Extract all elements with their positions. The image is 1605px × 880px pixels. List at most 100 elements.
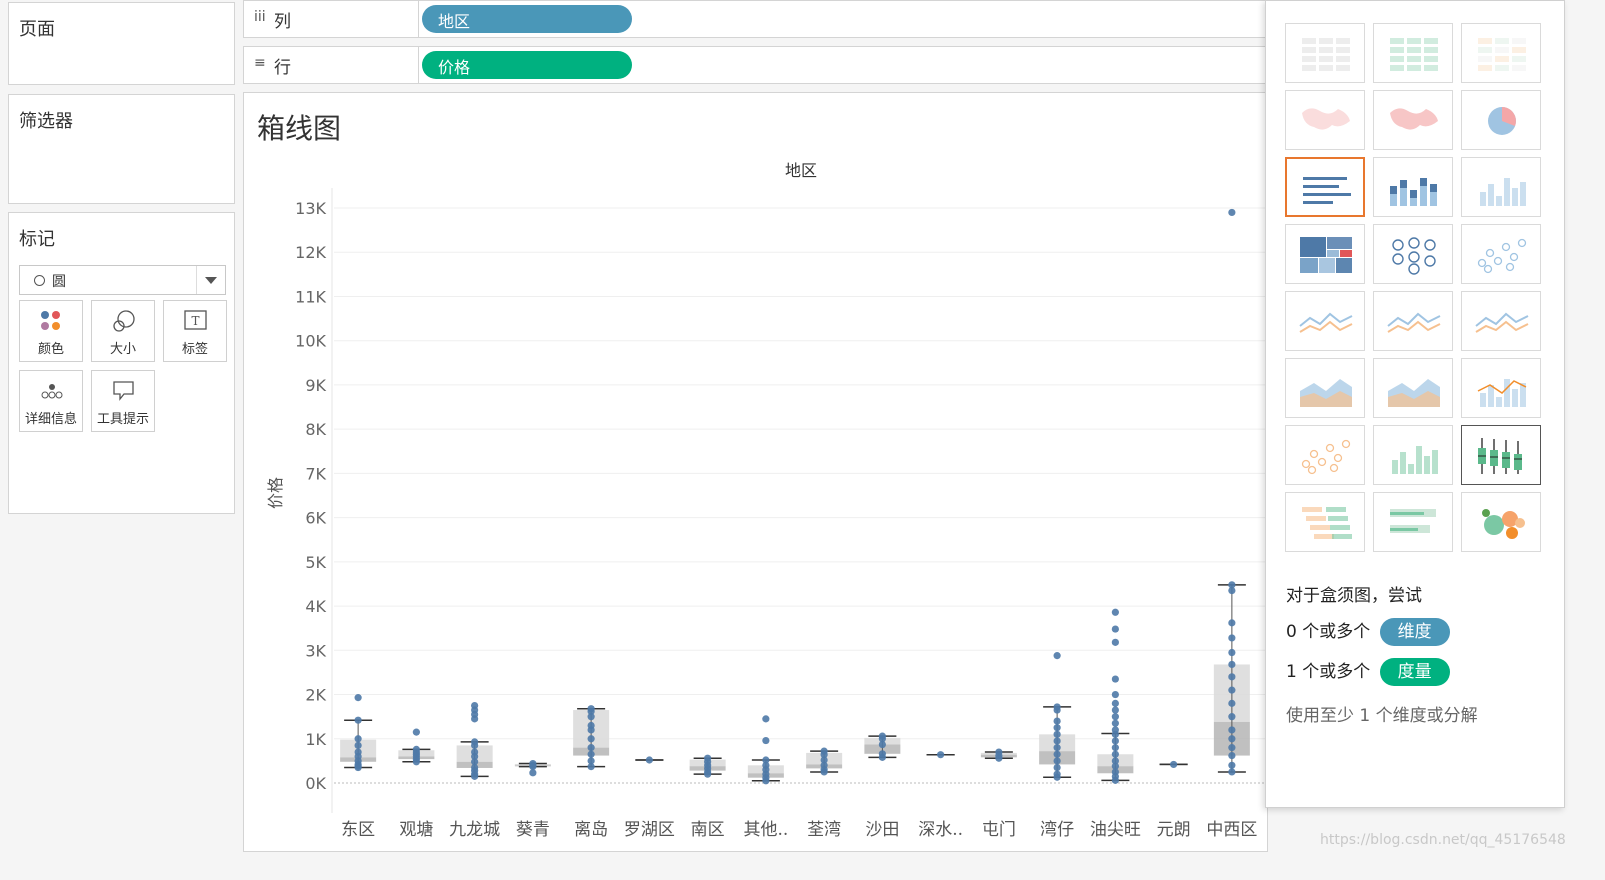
size-button[interactable]: 大小 [91, 300, 155, 362]
text-table-tile[interactable] [1285, 23, 1365, 83]
icon-part [1424, 456, 1430, 474]
packed-bubbles-tile[interactable] [1461, 492, 1541, 552]
tooltip-button[interactable]: 工具提示 [91, 370, 155, 432]
gantt-chart-tile[interactable] [1285, 492, 1365, 552]
rows-shelf[interactable]: ≡ 行 价格 [243, 46, 1268, 84]
data-point [587, 735, 595, 743]
bullet-graph-icon [1390, 509, 1436, 533]
side-by-side-circle-tile[interactable] [1461, 224, 1541, 284]
x-category-label: 罗湖区 [624, 820, 675, 840]
pie-chart-tile[interactable] [1461, 90, 1541, 150]
icon-part [1410, 190, 1417, 198]
line-continuous-tile[interactable] [1285, 291, 1365, 351]
icon-part [1336, 38, 1350, 44]
box-6 [689, 754, 726, 778]
icon-part [1520, 182, 1526, 206]
symbol-map-icon [1302, 108, 1350, 130]
circle-view-tile[interactable] [1373, 224, 1453, 284]
icon-part [1478, 65, 1492, 71]
icon-part [1504, 178, 1510, 206]
columns-shelf[interactable]: iii 列 地区 [243, 0, 1268, 38]
highlight-table-icon [1478, 38, 1526, 71]
data-point [762, 756, 770, 764]
heat-map-tile[interactable] [1373, 23, 1453, 83]
region-header: 地区 [785, 161, 817, 180]
icon-part [1319, 56, 1333, 62]
filters-card[interactable]: 筛选器 [8, 94, 235, 204]
icon-part [1488, 385, 1494, 407]
icon-part [1319, 258, 1335, 273]
histogram-tile[interactable] [1373, 425, 1453, 485]
side-by-side-bar-tile[interactable] [1461, 157, 1541, 217]
side-by-side-circle-icon [1477, 238, 1527, 274]
boxplot-chart[interactable]: 地区 价格 0K 1K 2K 3K 4K 5K 6K 7K 8K 9K 10K 11K 12K 13K 东… [244, 93, 1269, 853]
box-10 [926, 751, 955, 759]
icon-part [1416, 446, 1422, 474]
icon-part [1496, 196, 1502, 206]
box-whisker-tile[interactable] [1461, 425, 1541, 485]
icon-part [1400, 180, 1407, 206]
price-pill[interactable]: 价格 [422, 51, 632, 79]
data-point [645, 756, 653, 764]
bullet-graph-tile[interactable] [1373, 492, 1453, 552]
icon-part [1302, 65, 1316, 71]
label-button[interactable]: T 标签 [163, 300, 227, 362]
x-category-label: 元朗 [1157, 820, 1191, 840]
data-point [995, 754, 1003, 762]
box-0 [340, 694, 377, 772]
hint-dim-prefix: 0 个或多个 [1286, 622, 1371, 642]
data-point [354, 694, 362, 702]
icon-part [1424, 255, 1436, 267]
data-point [1053, 730, 1061, 738]
line-discrete-tile[interactable] [1373, 291, 1453, 351]
icon-part [1493, 256, 1503, 266]
data-point [1111, 690, 1119, 699]
icon-part [1502, 452, 1510, 468]
box-whisker-icon [1478, 438, 1522, 474]
filled-map-tile[interactable] [1373, 90, 1453, 150]
y-tick-label: 7K [305, 464, 326, 483]
marks-title: 标记 [19, 229, 55, 250]
rows-icon: ≡ [254, 55, 266, 71]
data-point [1228, 208, 1236, 217]
dual-combination-tile[interactable] [1461, 358, 1541, 418]
icon-part [1407, 38, 1421, 44]
x-category-label: 南区 [691, 820, 725, 840]
area-continuous-tile[interactable] [1285, 358, 1365, 418]
data-point [1053, 744, 1061, 752]
data-point [1053, 706, 1061, 714]
data-point [471, 715, 479, 723]
icon-part [1478, 47, 1492, 53]
pages-card[interactable]: 页面 [8, 2, 235, 85]
stacked-bar-tile[interactable] [1373, 157, 1453, 217]
icon-part [1495, 38, 1509, 44]
show-me-panel: 对于盒须图，尝试 0 个或多个 维度 1 个或多个 度量 使用至少 1 个维度或… [1265, 0, 1565, 808]
mark-type-dropdown[interactable]: 圆 [19, 265, 226, 295]
color-button[interactable]: 颜色 [19, 300, 83, 362]
icon-part [1390, 47, 1404, 53]
y-tick-label: 2K [305, 686, 326, 705]
line-continuous-icon [1299, 312, 1353, 333]
highlight-table-tile[interactable] [1461, 23, 1541, 83]
x-category-label: 屯门 [982, 820, 1016, 840]
icon-part [1392, 253, 1404, 265]
icon-part [1480, 192, 1486, 206]
data-point [1228, 586, 1236, 595]
detail-button[interactable]: 详细信息 [19, 370, 83, 432]
tooltip-label: 工具提示 [96, 412, 149, 427]
data-point [412, 728, 420, 736]
icon-part [1390, 65, 1404, 71]
icon-part [1420, 178, 1427, 186]
region-pill[interactable]: 地区 [422, 5, 632, 33]
data-point [1111, 757, 1119, 765]
symbol-map-tile[interactable] [1285, 90, 1365, 150]
horizontal-bar-tile[interactable] [1285, 157, 1365, 217]
icon-part [1387, 320, 1441, 333]
scatter-plot-tile[interactable] [1285, 425, 1365, 485]
area-discrete-tile[interactable] [1373, 358, 1453, 418]
dual-line-tile[interactable] [1461, 291, 1541, 351]
treemap-tile[interactable] [1285, 224, 1365, 284]
box-14 [1159, 760, 1188, 769]
line-discrete-icon [1387, 312, 1441, 333]
data-point [471, 758, 479, 766]
